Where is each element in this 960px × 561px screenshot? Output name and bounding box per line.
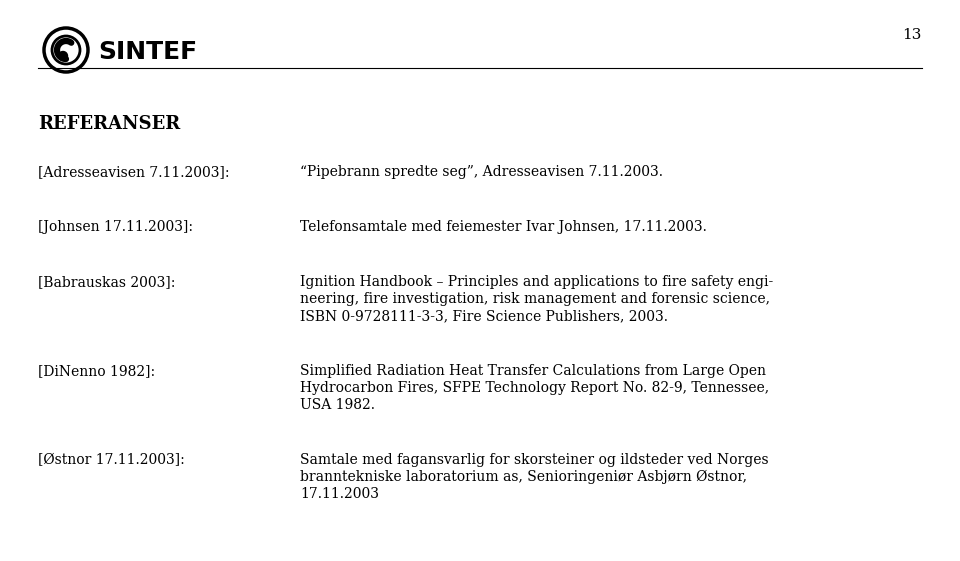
Text: [Østnor 17.11.2003]:: [Østnor 17.11.2003]:: [38, 453, 184, 467]
Text: Simplified Radiation Heat Transfer Calculations from Large Open: Simplified Radiation Heat Transfer Calcu…: [300, 364, 766, 378]
Text: “Pipebrann spredte seg”, Adresseavisen 7.11.2003.: “Pipebrann spredte seg”, Adresseavisen 7…: [300, 165, 663, 179]
Text: [Johnsen 17.11.2003]:: [Johnsen 17.11.2003]:: [38, 220, 193, 234]
Text: neering, fire investigation, risk management and forensic science,: neering, fire investigation, risk manage…: [300, 292, 770, 306]
Text: Ignition Handbook – Principles and applications to fire safety engi-: Ignition Handbook – Principles and appli…: [300, 275, 773, 289]
Text: Samtale med fagansvarlig for skorsteiner og ildsteder ved Norges: Samtale med fagansvarlig for skorsteiner…: [300, 453, 769, 467]
Text: Telefonsamtale med feiemester Ivar Johnsen, 17.11.2003.: Telefonsamtale med feiemester Ivar Johns…: [300, 220, 707, 234]
Text: Hydrocarbon Fires, SFPE Technology Report No. 82-9, Tennessee,: Hydrocarbon Fires, SFPE Technology Repor…: [300, 381, 769, 395]
Text: 17.11.2003: 17.11.2003: [300, 487, 379, 501]
Text: branntekniske laboratorium as, Senioringeniør Asbjørn Østnor,: branntekniske laboratorium as, Senioring…: [300, 470, 747, 484]
Text: USA 1982.: USA 1982.: [300, 398, 375, 412]
Text: [Adresseavisen 7.11.2003]:: [Adresseavisen 7.11.2003]:: [38, 165, 229, 179]
Text: [Babrauskas 2003]:: [Babrauskas 2003]:: [38, 275, 176, 289]
Text: ISBN 0-9728111-3-3, Fire Science Publishers, 2003.: ISBN 0-9728111-3-3, Fire Science Publish…: [300, 309, 668, 323]
Text: REFERANSER: REFERANSER: [38, 115, 180, 133]
Text: 13: 13: [902, 28, 922, 42]
Text: SINTEF: SINTEF: [98, 40, 197, 64]
Text: [DiNenno 1982]:: [DiNenno 1982]:: [38, 364, 156, 378]
Circle shape: [59, 52, 67, 61]
